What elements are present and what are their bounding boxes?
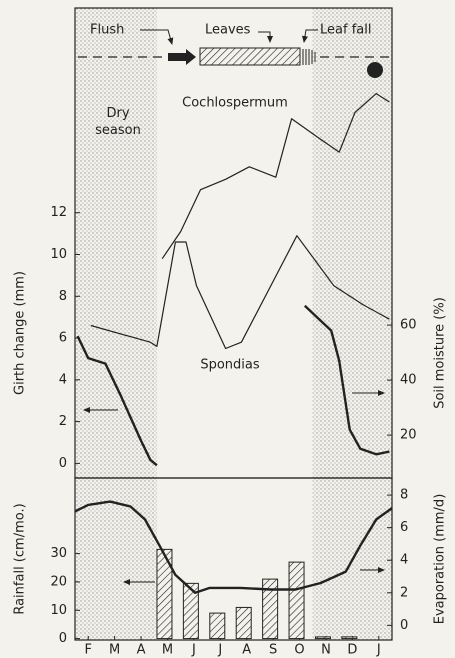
- pointer: [302, 29, 318, 43]
- x-tick-label: J: [376, 643, 381, 658]
- leaves-bar: [199, 47, 301, 66]
- y2-axis-title: Soil moisture (%): [433, 297, 448, 409]
- x-tick-label: J: [191, 643, 196, 658]
- y2-tick-label: 8: [400, 488, 408, 503]
- leaf-fall-marks: [302, 49, 316, 65]
- dry-season-shade: [75, 8, 157, 478]
- y-tick-label: 2: [59, 414, 67, 429]
- data-line: [76, 304, 390, 467]
- y-tick-label: 30: [50, 546, 67, 561]
- y-tick-label: 20: [50, 574, 67, 589]
- x-tick-label: O: [294, 643, 304, 658]
- pointer: [140, 29, 174, 45]
- y2-tick-label: 6: [400, 520, 408, 535]
- x-tick-label: A: [242, 643, 251, 658]
- x-tick-label: M: [109, 643, 120, 658]
- dry-season-shade: [312, 8, 392, 478]
- y-axis-title: Rainfall (cm/mo.): [13, 503, 28, 614]
- bar: [209, 612, 226, 640]
- y2-tick-label: 20: [400, 428, 417, 443]
- y-tick-label: 10: [50, 247, 67, 262]
- pointer: [258, 31, 273, 43]
- y2-tick-label: 40: [400, 373, 417, 388]
- y2-tick-label: 0: [400, 618, 408, 633]
- bar: [156, 548, 173, 640]
- x-tick-label: N: [321, 643, 331, 658]
- x-tick-label: D: [347, 643, 357, 658]
- y-tick-label: 8: [59, 289, 67, 304]
- x-tick-label: M: [162, 643, 173, 658]
- bar: [288, 561, 305, 640]
- y-tick-label: 0: [59, 631, 67, 646]
- y2-axis-title: Evaporation (mm/d): [433, 494, 448, 625]
- phenology-label: Flush: [90, 23, 124, 38]
- bar: [314, 636, 331, 640]
- bar: [262, 578, 279, 640]
- flush-arrow: [168, 49, 196, 65]
- x-tick-label: F: [84, 643, 91, 658]
- phenology-label: Leaf fall: [320, 23, 371, 38]
- y2-tick-label: 4: [400, 553, 408, 568]
- shading-layer: [75, 8, 392, 640]
- phenology-label: Leaves: [205, 23, 251, 38]
- y-tick-label: 4: [59, 372, 67, 387]
- y-tick-label: 12: [50, 205, 67, 220]
- data-line: [161, 93, 390, 260]
- series-label: Cochlospermum: [182, 96, 288, 111]
- y-tick-label: 10: [50, 603, 67, 618]
- frame: [74, 477, 393, 641]
- data-line: [74, 500, 393, 594]
- y2-tick-label: 2: [400, 585, 408, 600]
- x-tick-label: A: [137, 643, 146, 658]
- data-line: [90, 235, 390, 350]
- bar: [182, 582, 199, 640]
- shaded-label: Dry season: [95, 106, 141, 138]
- phenology-strip: Flush Leaves Leaf fall: [78, 23, 392, 78]
- bar: [235, 606, 252, 640]
- bar: [341, 636, 358, 640]
- x-tick-label: J: [217, 643, 222, 658]
- series-label: Spondias: [200, 358, 260, 373]
- y-axis-title: Girth change (mm): [13, 271, 28, 395]
- phenology-dot: [367, 62, 383, 78]
- y2-tick-label: 60: [400, 318, 417, 333]
- y-tick-label: 6: [59, 331, 67, 346]
- y-tick-label: 0: [59, 456, 67, 471]
- x-tick-label: S: [269, 643, 277, 658]
